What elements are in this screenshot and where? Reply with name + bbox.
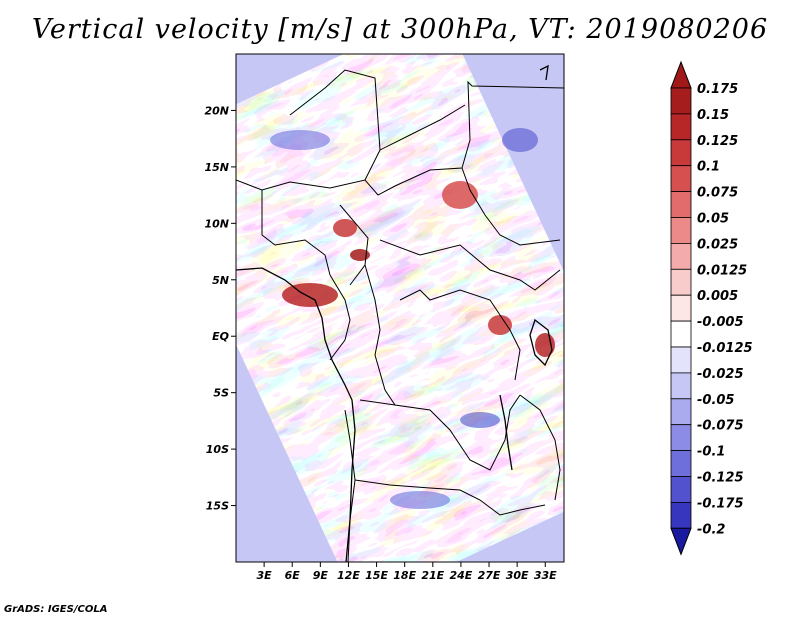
lat-tick-label: EQ	[212, 330, 229, 343]
colorbar-label: 0.1	[697, 160, 720, 175]
colorbar-swatch	[670, 242, 692, 270]
coastlines	[236, 64, 553, 562]
map-frame	[235, 53, 565, 563]
colorbar-swatch	[670, 191, 692, 218]
colorbar-label: 0.025	[697, 237, 738, 252]
lat-tick-label: 5N	[212, 274, 229, 287]
colorbar-swatch	[670, 139, 692, 167]
colorbar-label: 0.15	[697, 108, 729, 123]
colorbar-label: 0.125	[697, 134, 738, 149]
colorbar-swatch	[670, 501, 692, 529]
colorbar-swatch	[670, 268, 692, 296]
lat-tick-label: 20N	[204, 104, 229, 117]
lon-tick-label: 18E	[393, 569, 416, 582]
colorbar-swatch	[670, 217, 692, 244]
colorbar: 0.175 0.15 0.125 0.1 0.075 0.05 0.025 0.0125 0.0…	[670, 60, 753, 556]
colorbar-label: -0.025	[697, 367, 744, 382]
colorbar-swatch	[670, 87, 692, 115]
lon-tick-label: 12E	[337, 569, 360, 582]
colorbar-swatch	[670, 165, 692, 192]
lon-tick-label: 6E	[285, 569, 301, 582]
colorbar-label: -0.125	[697, 471, 744, 486]
lat-tick-label: 5S	[213, 387, 229, 400]
velocity-field	[236, 54, 564, 562]
colorbar-label: -0.175	[697, 496, 744, 511]
colorbar-label: -0.075	[697, 419, 744, 434]
colorbar-swatch	[670, 346, 692, 374]
colorbar-swatch	[670, 398, 692, 426]
colorbar-label: -0.1	[697, 445, 725, 460]
colorbar-label: 0.175	[697, 82, 738, 97]
lon-tick-label: 3E	[257, 569, 273, 582]
colorbar-top-cap	[670, 60, 692, 89]
lat-tick-label: 10S	[206, 443, 229, 456]
colorbar-label: 0.05	[697, 212, 729, 227]
colorbar-bottom-cap	[670, 527, 692, 556]
colorbar-label: -0.0125	[697, 341, 753, 356]
lat-tick-label: 10N	[204, 217, 229, 230]
colorbar-swatch	[670, 320, 692, 348]
country-borders	[236, 69, 564, 562]
colorbar-swatch	[670, 424, 692, 452]
lat-tick-label: 15N	[204, 161, 229, 174]
lon-tick-label: 30E	[506, 569, 529, 582]
chart-title: Vertical velocity [m/s] at 300hPa, VT: 2…	[31, 14, 769, 45]
footer-credit: GrADS: IGES/COLA	[4, 604, 108, 615]
lon-tick-label: 27E	[478, 569, 501, 582]
colorbar-swatch	[670, 450, 692, 477]
colorbar-label: -0.05	[697, 393, 734, 408]
subsidence-patches	[270, 128, 538, 509]
lon-tick-label: 33E	[534, 569, 557, 582]
lon-tick-label: 15E	[365, 569, 388, 582]
colorbar-label: 0.0125	[697, 263, 747, 278]
lon-tick-label: 24E	[450, 569, 473, 582]
colorbar-swatch	[670, 294, 692, 322]
lon-axis: 3E 6E 9E 12E 15E 18E 21E 24E 27E 30E 33E	[257, 562, 557, 582]
lon-tick-label: 9E	[313, 569, 329, 582]
lon-tick-label: 21E	[421, 569, 444, 582]
colorbar-label: -0.2	[697, 522, 725, 537]
colorbar-label: 0.075	[697, 186, 738, 201]
colorbar-swatch	[670, 113, 692, 141]
colorbar-label: -0.005	[697, 315, 744, 330]
colorbar-label: 0.005	[697, 289, 738, 304]
lat-axis: 20N 15N 10N 5N EQ 5S 10S 15S	[204, 104, 236, 513]
colorbar-swatch	[670, 372, 692, 400]
colorbar-swatch	[670, 476, 692, 503]
lat-tick-label: 15S	[206, 500, 229, 513]
